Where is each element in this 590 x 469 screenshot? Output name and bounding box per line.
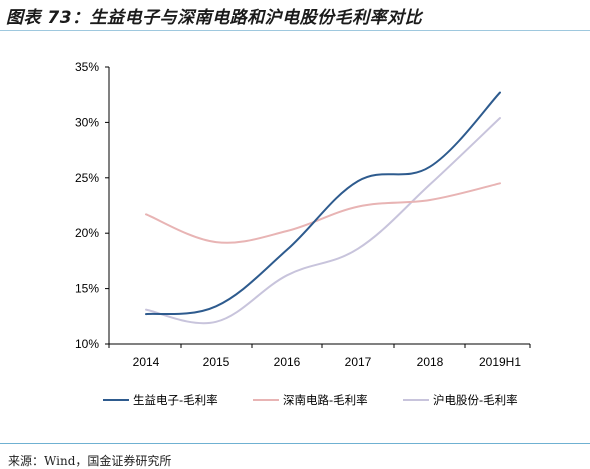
- x-tick-label: 2017: [345, 355, 372, 369]
- y-tick-label: 25%: [75, 171, 99, 185]
- chart-title: 图表 73：生益电子与深南电路和沪电股份毛利率对比: [6, 8, 423, 28]
- series-line-2: [145, 182, 501, 244]
- x-tick-label: 2019H1: [479, 355, 521, 369]
- x-tick-label: 2014: [133, 355, 160, 369]
- x-tick-label: 2018: [417, 355, 444, 369]
- y-tick-label: 35%: [75, 60, 99, 74]
- chart-axes: 10% 15% 20% 25% 30% 35% 2014 2015 2016 2017 2018 20…: [75, 60, 531, 369]
- chart-legend: 生益电子-毛利率 深南电路-毛利率 沪电股份-毛利率: [103, 393, 518, 407]
- series-layer: [145, 91, 501, 325]
- y-tick-label: 15%: [75, 282, 99, 296]
- legend-label-1: 生益电子-毛利率: [133, 393, 218, 407]
- y-tick-label: 30%: [75, 115, 99, 129]
- top-divider: [0, 30, 590, 31]
- x-tick-label: 2016: [274, 355, 301, 369]
- series-line-3: [145, 117, 501, 325]
- y-tick-label: 20%: [75, 226, 99, 240]
- x-tick-label: 2015: [203, 355, 230, 369]
- source-note: 来源：Wind，国金证券研究所: [8, 454, 172, 468]
- legend-label-3: 沪电股份-毛利率: [433, 393, 518, 407]
- line-chart: 10% 15% 20% 25% 30% 35% 2014 2015 2016 2017 2018 20…: [75, 60, 531, 407]
- series-line-1: [145, 91, 501, 316]
- legend-label-2: 深南电路-毛利率: [283, 393, 368, 407]
- y-tick-label: 10%: [75, 337, 99, 351]
- bottom-divider: [0, 443, 590, 444]
